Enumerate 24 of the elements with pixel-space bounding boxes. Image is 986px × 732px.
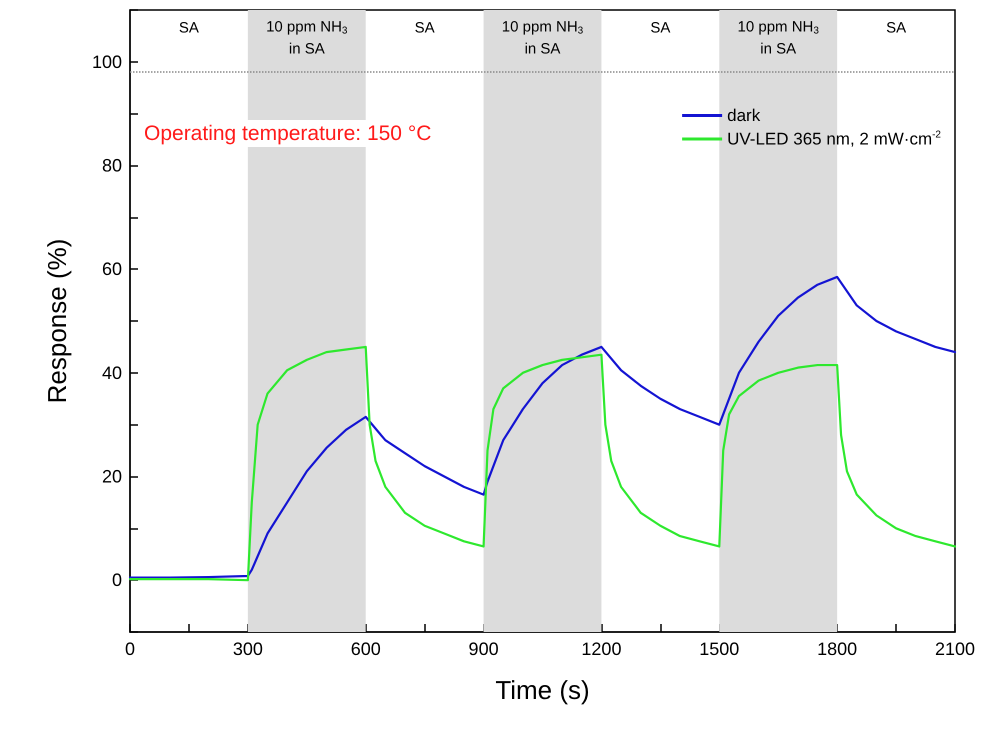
- y-tick-label: 0: [112, 570, 122, 590]
- line-series: [128, 346, 956, 582]
- x-tick-label: 900: [468, 639, 499, 659]
- annotation: Operating temperature: 150 °C: [144, 122, 432, 145]
- annotation: SA: [886, 20, 906, 36]
- line-series: [128, 276, 956, 579]
- x-tick-label: 300: [232, 639, 263, 659]
- annotation: SA: [650, 20, 670, 36]
- y-axis-title: Response (%): [42, 238, 72, 404]
- y-tick-label: 20: [102, 466, 122, 486]
- x-tick-label: 1800: [817, 639, 858, 659]
- x-tick-label: 600: [350, 639, 381, 659]
- x-tick-label: 1200: [581, 639, 622, 659]
- x-tick-label: 2100: [934, 639, 976, 659]
- annotation: SA: [414, 20, 435, 36]
- y-tick-label: 40: [102, 362, 122, 383]
- y-tick-label: 60: [102, 259, 122, 280]
- x-axis-title: Time (s): [495, 675, 590, 705]
- x-tick-label: 1500: [699, 639, 740, 659]
- y-tick-label: 100: [92, 52, 122, 72]
- y-tick-label: 80: [102, 156, 122, 176]
- annotation: SA: [178, 20, 199, 36]
- x-tick-label: 0: [124, 639, 136, 659]
- legend-label: dark: [727, 106, 761, 125]
